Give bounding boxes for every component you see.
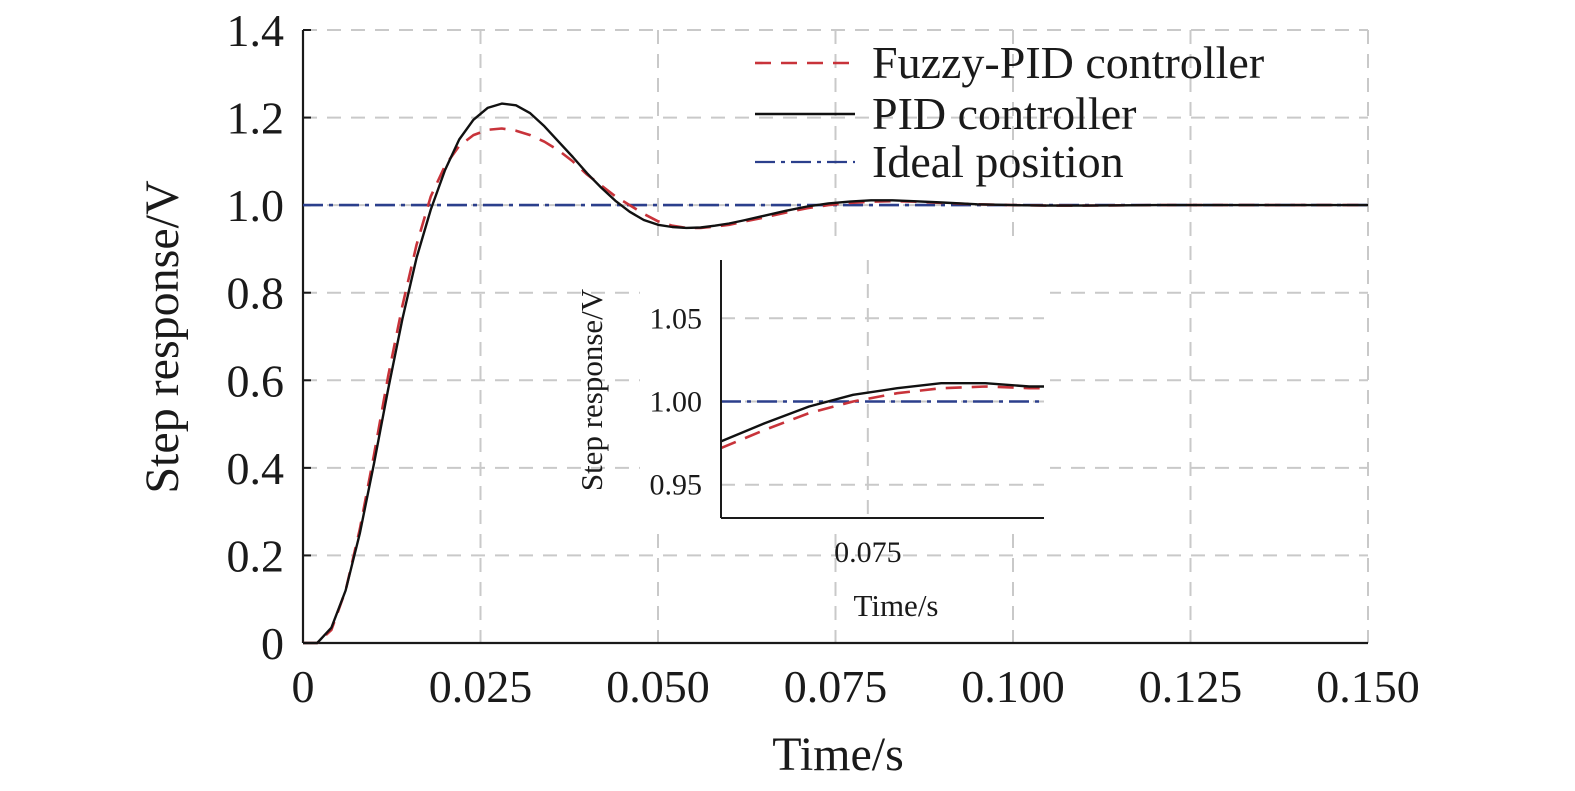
inset-y-axis-label: Step response/V: [574, 288, 609, 491]
main-y-tick-label: 1.0: [227, 180, 285, 231]
inset-series-line-1: [720, 382, 1044, 443]
main-y-tick-label: 1.2: [227, 93, 285, 144]
inset-series-line-0: [720, 385, 1044, 450]
inset-series-lines: [720, 382, 1044, 450]
main-series-lines: [303, 102, 1368, 645]
main-x-tick-label: 0.050: [606, 661, 710, 712]
main-y-axis-label: Step response/V: [136, 180, 189, 494]
main-y-tick-label: 1.4: [227, 5, 285, 56]
inset-background: [640, 240, 1050, 530]
main-x-tick-label: 0.125: [1139, 661, 1243, 712]
main-tick-labels: 0 0.025 0.050 0.075 0.100 0.125 0.150 0 0.2 0.4 0.…: [227, 5, 1420, 712]
main-y-tick-label: 0: [261, 618, 284, 669]
legend-label-ideal: Ideal position: [872, 136, 1124, 187]
inset-y-tick-label: 1.00: [650, 385, 703, 418]
main-y-tick-label: 0.6: [227, 355, 285, 406]
main-y-tick-label: 0.4: [227, 443, 285, 494]
inset-zoom-chart: 0.95 1.00 1.05 0.075 Time/s Step response/V: [574, 240, 1050, 623]
inset-x-tick-label: 0.075: [834, 536, 902, 569]
main-x-axis-label: Time/s: [772, 728, 904, 781]
inset-y-tick-label: 1.05: [650, 302, 703, 335]
legend-label-fuzzy-pid: Fuzzy-PID controller: [872, 37, 1264, 88]
main-y-tick-label: 0.2: [227, 530, 285, 581]
inset-x-axis-label: Time/s: [853, 588, 938, 623]
main-x-tick-label: 0.100: [961, 661, 1065, 712]
legend-label-pid: PID controller: [872, 88, 1136, 139]
inset-tick-labels: 0.95 1.00 1.05 0.075: [650, 302, 902, 569]
main-x-tick-label: 0.150: [1316, 661, 1420, 712]
inset-y-tick-label: 0.95: [650, 469, 703, 502]
main-x-tick-label: 0.025: [429, 661, 533, 712]
legend: Fuzzy-PID controller PID controller Idea…: [755, 37, 1264, 187]
main-x-tick-label: 0.075: [784, 661, 888, 712]
main-y-tick-label: 0.8: [227, 268, 285, 319]
main-series-line-1: [303, 102, 1368, 645]
main-x-tick-label: 0: [292, 661, 315, 712]
inset-axes: [720, 260, 1044, 519]
